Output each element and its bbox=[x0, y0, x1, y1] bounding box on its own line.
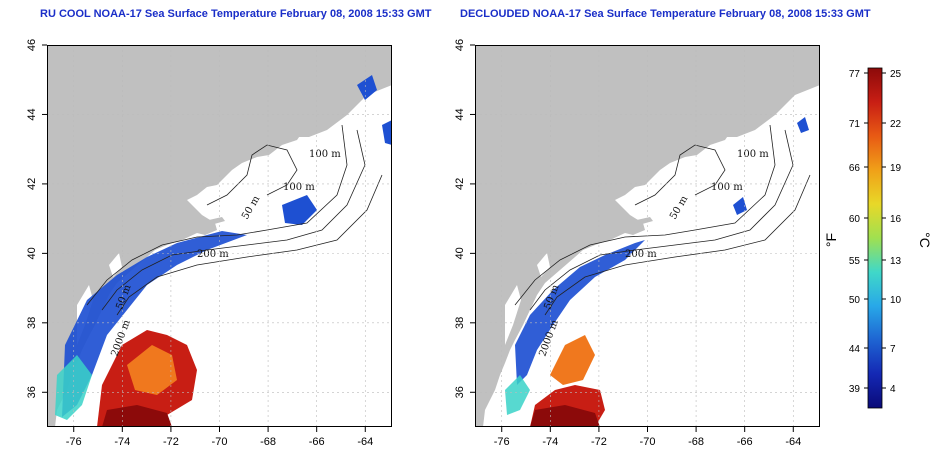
y-tick-label: 44 bbox=[454, 108, 466, 120]
chesapeake-bay bbox=[505, 285, 521, 345]
fahrenheit-tick: 50 bbox=[849, 295, 861, 306]
fahrenheit-tick: 66 bbox=[849, 163, 861, 174]
isobath-label: 200 m bbox=[625, 249, 657, 260]
fahrenheit-tick: 60 bbox=[849, 214, 861, 225]
isobath-label: 100 m bbox=[711, 182, 743, 193]
nova-scotia bbox=[715, 65, 820, 137]
isobath-label: 100 m bbox=[309, 149, 341, 160]
sst-patch bbox=[797, 117, 809, 133]
isobath-contour bbox=[206, 144, 298, 206]
x-tick-label: -70 bbox=[212, 436, 228, 448]
y-tick-label: 36 bbox=[26, 386, 38, 398]
fahrenheit-unit-label: °F bbox=[823, 233, 839, 247]
warm-core bbox=[550, 335, 595, 385]
x-tick-label: -74 bbox=[542, 436, 558, 448]
isobath-contour bbox=[634, 144, 726, 206]
sst-patch bbox=[382, 120, 392, 145]
x-tick-label: -64 bbox=[357, 436, 373, 448]
delaware-bay bbox=[109, 253, 122, 277]
y-tick-label: 38 bbox=[454, 317, 466, 329]
fahrenheit-tick: 44 bbox=[849, 344, 861, 355]
x-tick-label: -68 bbox=[260, 436, 276, 448]
isobath-contour bbox=[529, 129, 794, 311]
cool-shelf-water bbox=[62, 231, 247, 417]
sst-patch bbox=[733, 197, 747, 215]
very-warm-water bbox=[530, 405, 600, 427]
y-tick-label: 40 bbox=[26, 247, 38, 259]
fahrenheit-tick: 71 bbox=[849, 119, 861, 130]
map-frame bbox=[47, 45, 392, 427]
x-tick-label: -72 bbox=[591, 436, 607, 448]
isobath-contour bbox=[101, 129, 366, 311]
y-tick-label: 36 bbox=[454, 386, 466, 398]
isobath-contour bbox=[544, 174, 811, 316]
x-tick-label: -64 bbox=[785, 436, 801, 448]
x-tick-label: -74 bbox=[114, 436, 130, 448]
isobath-contour bbox=[514, 124, 776, 306]
fahrenheit-tick: 77 bbox=[849, 69, 861, 80]
celsius-tick: 16 bbox=[890, 214, 902, 225]
x-tick-label: -72 bbox=[163, 436, 179, 448]
colorbar-gradient bbox=[867, 67, 883, 409]
celsius-tick: 10 bbox=[890, 295, 902, 306]
y-tick-label: 42 bbox=[454, 178, 466, 190]
celsius-tick: 7 bbox=[890, 344, 896, 355]
celsius-unit-label: °C bbox=[917, 232, 932, 248]
isobath-label: 200 m bbox=[197, 249, 229, 260]
right-panel-title: DECLOUDED NOAA-17 Sea Surface Temperatur… bbox=[460, 8, 871, 20]
y-tick-label: 38 bbox=[26, 317, 38, 329]
map-frame bbox=[475, 45, 820, 427]
land-mass bbox=[475, 45, 820, 427]
isobath-label: 100 m bbox=[737, 149, 769, 160]
fahrenheit-tick: 55 bbox=[849, 256, 861, 267]
celsius-tick: 13 bbox=[890, 256, 902, 267]
y-tick-label: 46 bbox=[26, 39, 38, 51]
y-tick-label: 40 bbox=[454, 247, 466, 259]
long-island bbox=[615, 217, 653, 231]
warm-core bbox=[127, 345, 177, 395]
y-tick-label: 44 bbox=[26, 108, 38, 120]
very-warm-water bbox=[102, 405, 172, 427]
mid-temperature-water bbox=[55, 355, 92, 420]
x-tick-label: -66 bbox=[737, 436, 753, 448]
temperature-colorbar: 77 71 66 60 55 50 44 39 25 22 19 16 13 10 7 4 °F °C bbox=[823, 67, 932, 409]
x-tick-label: -68 bbox=[688, 436, 704, 448]
x-tick-label: -66 bbox=[309, 436, 325, 448]
celsius-tick: 22 bbox=[890, 119, 902, 130]
mid-temperature-water bbox=[505, 375, 530, 415]
sst-patch bbox=[282, 195, 317, 225]
left-panel-title: RU COOL NOAA-17 Sea Surface Temperature … bbox=[40, 8, 432, 20]
x-tick-label: -70 bbox=[640, 436, 656, 448]
sst-patch bbox=[357, 75, 377, 100]
land-mass bbox=[47, 45, 392, 427]
celsius-tick: 19 bbox=[890, 163, 902, 174]
long-island bbox=[187, 217, 225, 231]
y-tick-label: 46 bbox=[454, 39, 466, 51]
cool-shelf-water bbox=[515, 240, 645, 385]
celsius-tick: 4 bbox=[890, 384, 896, 395]
x-tick-label: -76 bbox=[494, 436, 510, 448]
celsius-tick: 25 bbox=[890, 69, 902, 80]
isobath-contour bbox=[116, 174, 383, 316]
y-tick-label: 42 bbox=[26, 178, 38, 190]
x-tick-label: -76 bbox=[66, 436, 82, 448]
isobath-contour bbox=[86, 124, 348, 306]
delaware-bay bbox=[537, 253, 550, 277]
fahrenheit-tick: 39 bbox=[849, 384, 861, 395]
isobath-label: 100 m bbox=[283, 182, 315, 193]
